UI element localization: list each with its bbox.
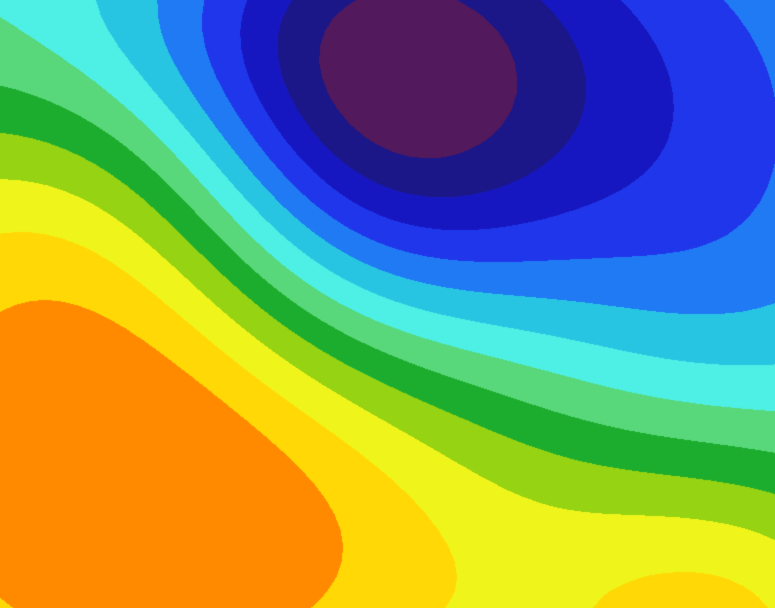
contour-plot — [0, 0, 775, 608]
